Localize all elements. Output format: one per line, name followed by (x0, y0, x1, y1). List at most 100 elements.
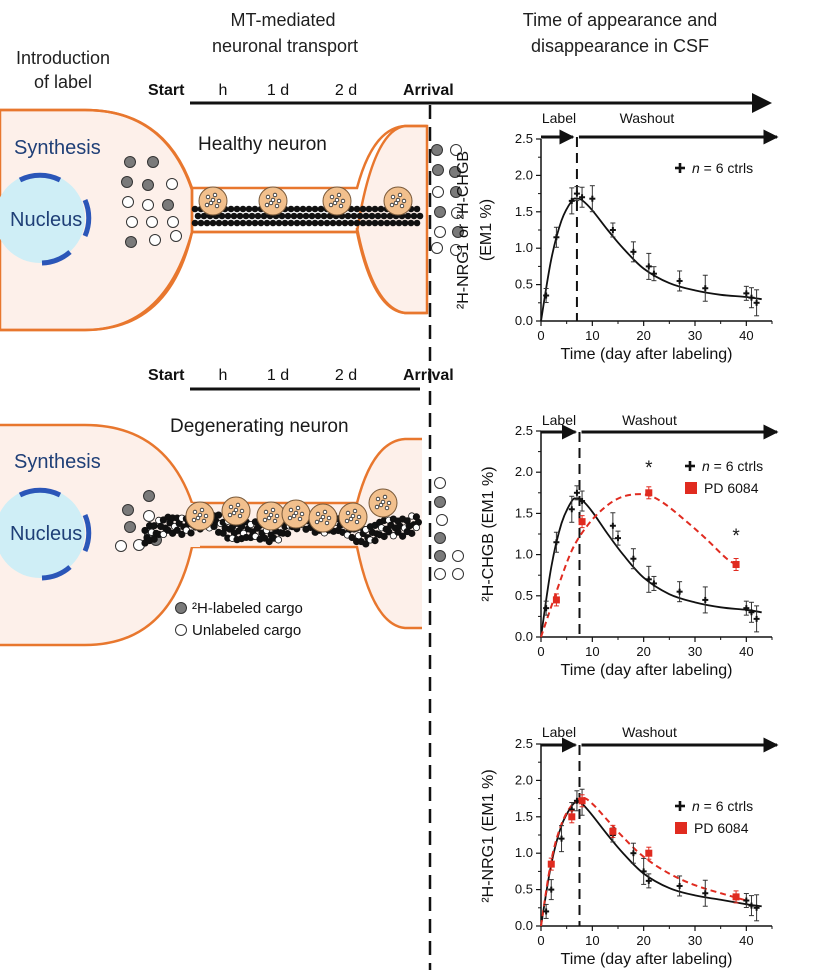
vesicle-cargo-dot (345, 510, 351, 516)
chgb-ytick-label: 1.0 (515, 547, 533, 562)
chgb-legend-rest: = 6 ctrls (710, 458, 763, 474)
csf-controls-xtick-label: 0 (537, 328, 544, 343)
nrg1-x-axis-label: Time (day after labeling) (561, 951, 733, 968)
header-csf-line1: Time of appearance and (523, 10, 717, 30)
mt-bead (219, 529, 227, 537)
mt-bead (314, 212, 322, 220)
labeled-cargo-csf1-2 (432, 164, 444, 176)
vesicle-cargo-dot (235, 502, 241, 508)
mt-bead (287, 219, 295, 227)
nrg1-label-text: Label (542, 724, 576, 740)
vesicle-cargo-dot (299, 511, 305, 517)
healthy-neuron-label: Healthy neuron (198, 134, 327, 155)
mt-bead (404, 212, 412, 220)
mt-bead (374, 212, 382, 220)
vesicle-cargo-dot (340, 198, 346, 204)
csf-controls-washout-text: Washout (620, 110, 675, 126)
mt-bead (274, 536, 282, 544)
mt-bead (197, 219, 205, 227)
vesicle-cargo-dot (291, 513, 297, 519)
synthesis-label-degenerating: Synthesis (14, 451, 101, 473)
timeline2-tick-h: h (219, 367, 228, 384)
vesicle-h-3 (383, 186, 413, 216)
mt-bead (283, 530, 292, 538)
nrg1-pd-point (645, 849, 653, 857)
mt-bead (389, 219, 397, 227)
labeled-cargo-csf2-3 (434, 532, 446, 544)
vesicle-d-6 (368, 488, 398, 518)
mt-bead (281, 219, 289, 227)
mt-bead (329, 219, 337, 227)
labeled-cargo-csf2-4 (434, 550, 446, 562)
mt-bead (371, 219, 379, 227)
mt-bead (242, 212, 250, 220)
mt-bead (412, 523, 420, 532)
vesicle-cargo-dot (328, 202, 334, 208)
mt-bead (413, 205, 421, 213)
csf-controls-label-text: Label (542, 110, 576, 126)
vesicle-cargo-dot (262, 517, 268, 523)
csf-controls-fit-ctrl (540, 197, 762, 322)
vesicle-cargo-dot (344, 518, 350, 524)
timeline-arrival-label: Arrival (403, 82, 454, 99)
nrg1-legend-ctrl-text: n = 6 ctrls (692, 798, 753, 814)
mt-bead (299, 219, 307, 227)
vesicle-cargo-dot (384, 505, 390, 511)
nrg1-pd-point (609, 827, 617, 835)
mt-bead (287, 205, 295, 213)
chgb-significance-star: * (645, 458, 653, 479)
vesicle-cargo-dot (208, 200, 214, 206)
vesicle-cargo-dot (270, 507, 276, 513)
vesicle-cargo-dot (354, 519, 360, 525)
vesicle-cargo-dot (375, 496, 381, 502)
mt-bead (215, 511, 223, 519)
mt-bead (317, 205, 325, 213)
mt-bead (239, 219, 247, 227)
mt-bead (350, 212, 358, 220)
mt-bead (365, 205, 373, 213)
mt-bead (194, 212, 202, 220)
vesicle-d-4 (308, 503, 338, 533)
vesicle-cargo-dot (318, 517, 324, 523)
vesicle-cargo-dot (382, 494, 388, 500)
mt-bead (371, 537, 379, 545)
vesicle-cargo-dot (348, 516, 354, 522)
vesicle-cargo-dot (329, 194, 335, 200)
vesicle-cargo-dot (315, 511, 321, 517)
chgb-significance-star: * (732, 526, 740, 547)
timeline-bottom: Start h 1 d 2 d Arrival (148, 367, 454, 391)
mt-bead (347, 219, 355, 227)
healthy-axon-outline (192, 124, 427, 315)
cargo-vesicles-degenerating (185, 488, 398, 533)
chgb-xtick-label: 40 (739, 644, 753, 659)
mt-bead (263, 219, 271, 227)
unlabeled-cargo-soma1-13 (170, 230, 182, 242)
csf-cargo-healthy (431, 144, 464, 256)
timeline2-arrival-label: Arrival (403, 367, 454, 384)
mt-bead (305, 219, 313, 227)
chgb-legend-ctrl-text: n = 6 ctrls (702, 458, 763, 474)
vesicle-cargo-dot (274, 203, 280, 209)
vesicle-cargo-dot (239, 508, 245, 514)
vesicle-h-2 (322, 186, 352, 216)
mt-bead (401, 219, 409, 227)
mt-bead (227, 219, 235, 227)
unlabeled-cargo-soma1-4 (166, 178, 178, 190)
mt-bead (203, 219, 211, 227)
csf-controls-ytick-label: 1.0 (515, 240, 533, 255)
nrg1-pd-point (547, 860, 555, 868)
mt-bead (359, 219, 367, 227)
chgb-pd-point (732, 560, 740, 568)
mt-bead (257, 219, 265, 227)
mt-bead (394, 528, 402, 536)
vesicle-cargo-dot (233, 507, 239, 513)
mt-bead (362, 212, 370, 220)
mt-bead (341, 219, 349, 227)
csf-controls-xtick-label: 40 (739, 328, 753, 343)
unlabeled-cargo-csf1-4 (432, 186, 444, 198)
chgb-fit-pd (540, 493, 737, 638)
mt-bead (251, 219, 259, 227)
mt-bead (209, 219, 217, 227)
chgb-ytick-label: 0.5 (515, 588, 533, 603)
